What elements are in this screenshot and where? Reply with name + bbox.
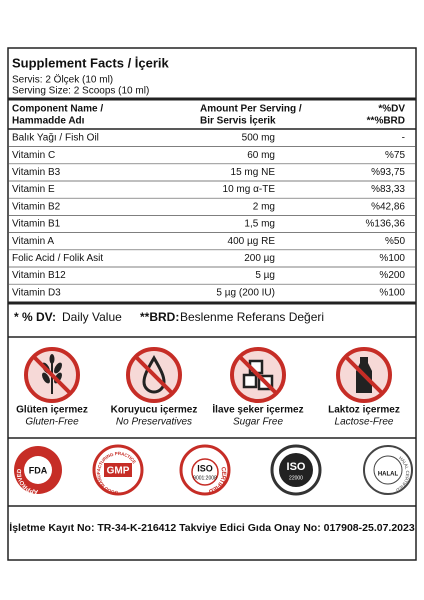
component-name: Vitamin D3: [12, 287, 61, 298]
icon-preservatives: [126, 347, 182, 403]
daily-value: %136,36: [366, 219, 406, 230]
amount: 400 µg RE: [228, 236, 276, 247]
amount: 10 mg α-TE: [223, 184, 276, 195]
badge-sub: 22000: [289, 475, 303, 481]
feature-sublabel: Lactose-Free: [335, 417, 394, 428]
amount: 60 mg: [247, 150, 275, 161]
badge-fda: FDA APPROVED: [14, 446, 62, 495]
component-name: Vitamin B3: [12, 167, 61, 178]
daily-value: %50: [385, 236, 405, 247]
column-header: Bir Servis İçerik: [200, 114, 276, 127]
badge-iso-22000: ISO 22000: [270, 444, 322, 496]
badge-halal: HALAL HALAL CERTIFIED: [363, 445, 413, 495]
serving-en: Serving Size: 2 Scoops (10 ml): [12, 86, 149, 97]
column-header: **%BRD: [367, 116, 405, 127]
registration: İşletme Kayıt No: TR-34-K-216412 Takviye…: [9, 521, 415, 534]
footnote-key: **BRD:: [140, 310, 179, 324]
component-name: Vitamin A: [12, 236, 54, 247]
daily-value: %75: [385, 150, 405, 161]
icon-gluten: [24, 347, 80, 403]
serving-tr: Servis: 2 Ölçek (10 ml): [12, 74, 113, 86]
amount: 5 µg: [255, 270, 275, 281]
footnote-key: * % DV:: [14, 310, 56, 324]
footnote-text: Daily Value: [62, 310, 122, 324]
feature-sublabel: Gluten-Free: [25, 417, 79, 428]
daily-value: %83,33: [371, 184, 405, 195]
table: Component Name / Hammadde Adı Amount Per…: [8, 104, 416, 298]
daily-value: %100: [379, 287, 405, 298]
component-name: Vitamin B1: [12, 219, 61, 230]
feature-label: İlave şeker içermez: [212, 403, 303, 416]
column-header: *%DV: [378, 104, 405, 115]
column-header: Component Name /: [12, 104, 103, 115]
amount: 5 µg (200 IU): [216, 287, 275, 298]
daily-value: -: [402, 133, 405, 144]
column-header: Hammadde Adı: [12, 116, 85, 127]
badge-gmp: GMP GOOD MANUFACTURING PRACTICE: [92, 444, 144, 496]
feature-sublabel: Sugar Free: [233, 417, 283, 428]
component-name: Vitamin E: [12, 184, 55, 195]
component-name: Vitamin B12: [12, 270, 66, 281]
daily-value: %42,86: [371, 201, 405, 212]
amount: 200 µg: [244, 253, 275, 264]
badge-sub: 9001:2008: [193, 475, 217, 481]
column-header: Amount Per Serving /: [200, 104, 302, 115]
badge-center: HALAL: [378, 472, 399, 478]
feature-label: Laktoz içermez: [328, 405, 400, 416]
title: Supplement Facts / İçerik: [12, 55, 170, 70]
amount: 15 mg NE: [231, 167, 276, 178]
component-name: Folic Acid / Folik Asit: [12, 253, 103, 264]
footnote-text: Beslenme Referans Değeri: [180, 310, 324, 324]
amount: 1,5 mg: [244, 219, 275, 230]
component-name: Vitamin C: [12, 150, 55, 161]
feature-label: Koruyucu içermez: [111, 405, 198, 416]
amount: 2 mg: [253, 201, 275, 212]
daily-value: %200: [379, 270, 405, 281]
badge-center: ISO: [197, 463, 213, 473]
icon-sugar: [230, 347, 286, 403]
daily-value: %93,75: [371, 167, 405, 178]
badge-iso-9001: ISO 9001:2008 CERTIFIED: [179, 444, 231, 496]
feature-sublabel: No Preservatives: [116, 417, 192, 428]
amount: 500 mg: [242, 133, 275, 144]
component-name: Balık Yağı / Fish Oil: [12, 133, 99, 144]
feature-label: Glüten içermez: [16, 405, 88, 416]
icon-lactose: [336, 347, 392, 403]
badge-center: FDA: [29, 465, 48, 475]
component-name: Vitamin B2: [12, 201, 61, 212]
badge-center: GMP: [107, 466, 130, 477]
badge-center: ISO: [287, 461, 306, 473]
daily-value: %100: [379, 253, 405, 264]
